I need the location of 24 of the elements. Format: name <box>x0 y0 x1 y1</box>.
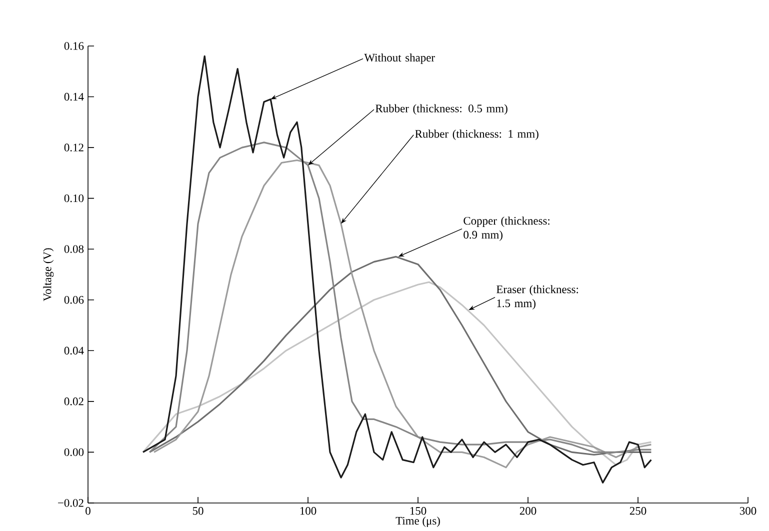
x-tick-label: 50 <box>192 507 204 515</box>
y-axis-title: Voltage (V) <box>43 248 54 302</box>
x-axis-title: Time (μs) <box>396 516 440 527</box>
x-tick-label: 200 <box>520 507 536 515</box>
y-tick-label: 0.08 <box>64 245 84 253</box>
annotation: Without shaper <box>364 53 435 64</box>
annotation: Copper (thickness: 0.9 mm) <box>464 216 550 241</box>
y-tick-label: 0.00 <box>64 448 84 456</box>
annotation: Eraser (thickness: 1.5 mm) <box>496 285 578 310</box>
x-tick-label: 0 <box>86 507 90 515</box>
y-tick-label: 0.02 <box>64 398 84 406</box>
annotation: Rubber (thickness: 1 mm) <box>415 130 538 140</box>
x-tick-label: 150 <box>410 507 426 515</box>
y-tick-label: 0.16 <box>64 42 84 50</box>
x-tick-label: 300 <box>740 507 756 515</box>
annotation: Rubber (thickness: 0.5 mm) <box>376 104 508 115</box>
x-tick-label: 250 <box>630 507 646 515</box>
x-tick-label: 100 <box>300 507 316 515</box>
y-tick-label: 0.06 <box>64 296 84 304</box>
y-tick-label: 0.04 <box>64 346 84 355</box>
y-tick-label: −0.02 <box>58 499 84 507</box>
y-tick-label: 0.10 <box>64 194 84 202</box>
y-tick-label: 0.12 <box>64 144 84 152</box>
y-tick-label: 0.14 <box>64 92 84 101</box>
